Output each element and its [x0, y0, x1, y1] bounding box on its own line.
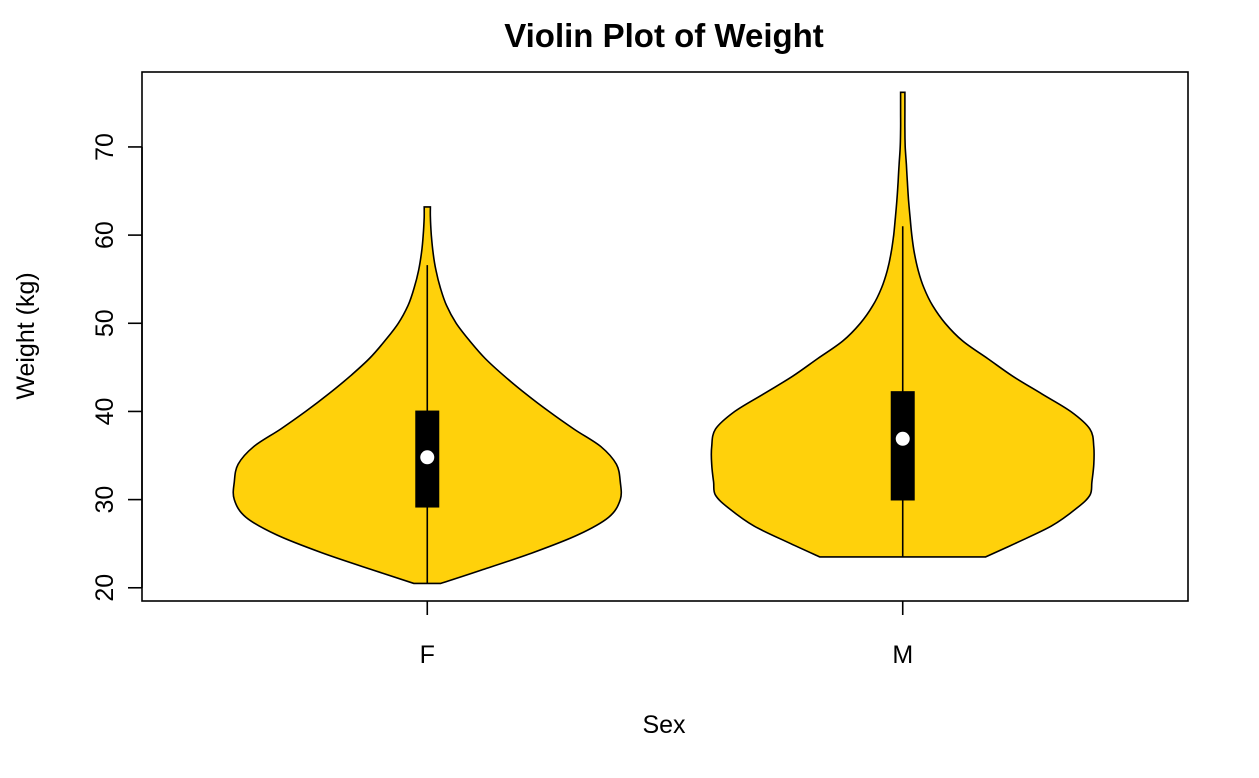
- y-axis-label: Weight (kg): [12, 272, 40, 399]
- y-tick-label-20: 20: [91, 574, 119, 602]
- median-f: [420, 450, 435, 465]
- x-tick-label-m: M: [892, 641, 913, 669]
- y-tick-label-50: 50: [91, 309, 119, 337]
- y-axis: 20 30 40 50 60 70: [91, 133, 143, 602]
- y-tick-label-30: 30: [91, 486, 119, 514]
- violins-group: [232, 91, 1095, 585]
- y-tick-label-60: 60: [91, 221, 119, 249]
- y-tick-label-40: 40: [91, 398, 119, 426]
- x-tick-label-f: F: [420, 641, 435, 669]
- x-axis-label: Sex: [642, 711, 686, 739]
- median-m: [895, 431, 910, 446]
- chart-title: Violin Plot of Weight: [504, 17, 824, 54]
- box-m: [890, 391, 915, 501]
- y-tick-label-70: 70: [91, 133, 119, 161]
